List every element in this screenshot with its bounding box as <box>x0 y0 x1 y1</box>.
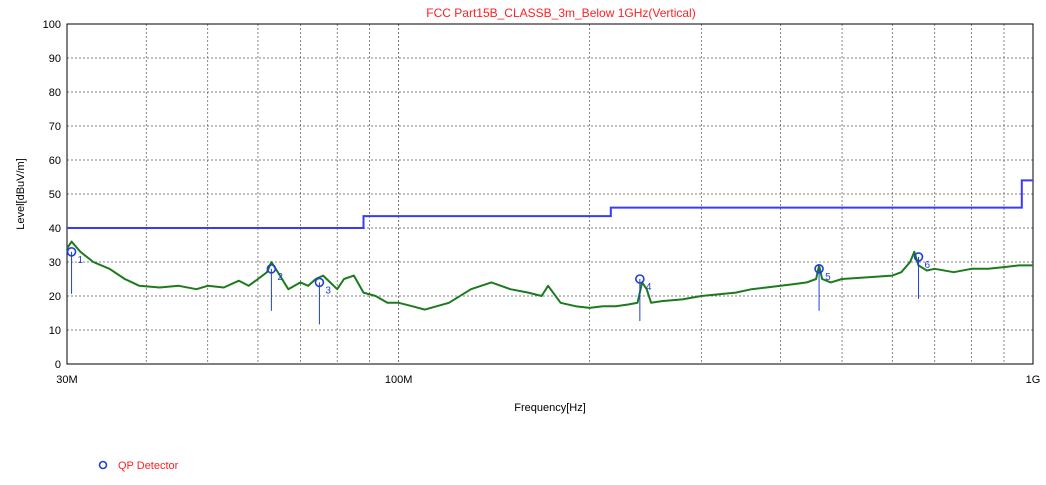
legend-marker-icon <box>98 460 108 470</box>
y-tick-label: 40 <box>49 223 61 235</box>
chart-title: FCC Part15B_CLASSB_3m_Below 1GHz(Vertica… <box>426 6 695 20</box>
y-tick-label: 10 <box>49 325 61 337</box>
y-tick-label: 50 <box>49 189 61 201</box>
y-tick-label: 90 <box>49 53 61 65</box>
marker-5-label: 5 <box>825 272 831 283</box>
marker-2-label: 2 <box>277 272 283 283</box>
legend: QP Detector <box>98 460 179 472</box>
measurement-trace <box>66 240 1033 311</box>
y-tick-label: 0 <box>55 359 61 371</box>
y-tick-labels: 0 10 20 30 40 50 60 70 80 90 100 <box>43 19 61 371</box>
marker-4-label: 4 <box>646 282 652 293</box>
y-tick-label: 70 <box>49 121 61 133</box>
x-tick-label: 30M <box>56 374 77 386</box>
legend-label: QP Detector <box>118 460 179 472</box>
x-tick-label: 100M <box>385 374 413 386</box>
x-tick-labels: 30M 100M 1G <box>56 374 1040 386</box>
y-tick-label: 100 <box>43 19 61 31</box>
limit-line <box>67 179 1033 229</box>
marker-4 <box>635 274 645 284</box>
marker-3-label: 3 <box>325 285 331 296</box>
marker-2 <box>266 263 277 274</box>
marker-6 <box>913 252 924 262</box>
series-group <box>66 179 1033 311</box>
marker-group: 1 2 3 4 5 6 <box>66 247 931 325</box>
y-tick-label: 80 <box>49 87 61 99</box>
plot-frame <box>66 23 1034 365</box>
y-tick-label: 60 <box>49 155 61 167</box>
y-tick-label: 20 <box>49 291 61 303</box>
marker-5 <box>814 263 824 274</box>
marker-6-label: 6 <box>925 260 931 271</box>
marker-1-label: 1 <box>78 255 84 266</box>
y-tick-label: 30 <box>49 257 61 269</box>
plot-grid <box>67 24 1033 364</box>
x-tick-label: 1G <box>1026 374 1041 386</box>
marker-3 <box>314 277 325 288</box>
marker-1 <box>66 247 77 257</box>
y-axis-label: Level[dBuV/m] <box>15 158 27 230</box>
x-axis-label: Frequency[Hz] <box>514 402 586 414</box>
